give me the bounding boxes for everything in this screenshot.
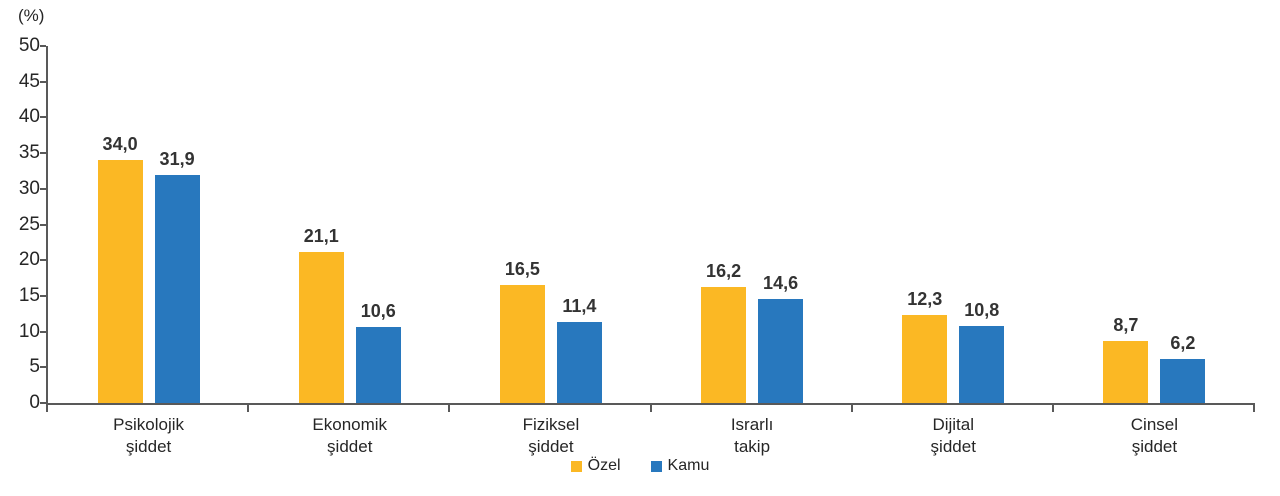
- bar-kamu-israrlı: [758, 298, 804, 403]
- legend-item-kamu: Kamu: [650, 457, 710, 475]
- x-tick-mark: [1051, 403, 1054, 412]
- x-tick-mark: [850, 403, 853, 412]
- y-tick-label: 25: [18, 213, 40, 235]
- y-tick-label: 20: [18, 249, 40, 271]
- y-tick-mark: [40, 259, 46, 262]
- bar-özel-fiziksel: [499, 285, 545, 403]
- x-category-label: Dijital şiddet: [930, 415, 976, 456]
- bar-kamu-ekonomik: [355, 327, 401, 403]
- plot-area: 34,0 31,9 21,1 10,6 16,5 11,4 16,2 14,6 12,3 10,8…: [48, 46, 1255, 403]
- bar-value-label: 12,3: [907, 289, 943, 310]
- bar-özel-cinsel: [1103, 340, 1149, 403]
- bar-value-label: 8,7: [1113, 314, 1139, 335]
- bar-özel-israrlı: [701, 287, 747, 403]
- bar-özel-psikolojik: [97, 160, 143, 403]
- x-category-label: Fiziksel şiddet: [522, 415, 580, 456]
- y-tick-mark: [40, 366, 46, 369]
- y-tick-mark: [40, 152, 46, 155]
- y-tick-mark: [40, 187, 46, 190]
- x-tick-mark: [448, 403, 451, 412]
- legend: Özel Kamu: [0, 457, 1280, 475]
- y-tick-label: 40: [18, 106, 40, 128]
- legend-swatch-icon: [570, 460, 582, 472]
- bar-value-label: 21,1: [303, 226, 339, 247]
- legend-item-özel: Özel: [570, 457, 621, 475]
- x-tick-mark: [1253, 403, 1255, 412]
- legend-swatch-icon: [650, 460, 662, 472]
- y-tick-mark: [40, 330, 46, 333]
- bar-value-label: 14,6: [763, 272, 799, 293]
- y-axis-line: [46, 46, 48, 411]
- bar-kamu-cinsel: [1160, 358, 1206, 403]
- y-axis-unit-label: (%): [18, 6, 45, 25]
- x-category-label: Psikolojik şiddet: [113, 415, 184, 456]
- y-tick-label: 30: [18, 177, 40, 199]
- bar-value-label: 31,9: [159, 149, 195, 170]
- y-tick-label: 0: [29, 392, 40, 413]
- y-tick-label: 15: [18, 284, 40, 306]
- bar-value-label: 6,2: [1170, 332, 1196, 353]
- y-tick-label: 5: [29, 356, 40, 378]
- bar-value-label: 16,5: [504, 259, 540, 280]
- bar-kamu-dijital: [959, 325, 1005, 403]
- x-category-label: Israrlı takip: [730, 415, 774, 456]
- y-tick-mark: [40, 402, 46, 404]
- x-tick-mark: [247, 403, 250, 412]
- legend-label: Özel: [587, 457, 621, 474]
- y-tick-mark: [40, 45, 46, 47]
- x-category-label: Cinsel şiddet: [1130, 415, 1179, 456]
- x-category-label: Ekonomik şiddet: [312, 415, 388, 456]
- y-tick-mark: [40, 80, 46, 83]
- y-tick-mark: [40, 294, 46, 297]
- x-tick-mark: [649, 403, 652, 412]
- y-tick-mark: [40, 116, 46, 119]
- y-tick-mark: [40, 223, 46, 226]
- y-tick-label: 35: [18, 142, 40, 164]
- bar-özel-dijital: [902, 315, 948, 403]
- bar-kamu-fiziksel: [556, 321, 602, 403]
- bar-kamu-psikolojik: [154, 175, 200, 403]
- bar-özel-ekonomik: [298, 252, 344, 403]
- y-tick-label: 45: [18, 70, 40, 92]
- bar-value-label: 11,4: [562, 295, 597, 316]
- bar-value-label: 10,6: [360, 301, 396, 322]
- y-tick-label: 50: [18, 35, 40, 56]
- bar-value-label: 16,2: [706, 261, 742, 282]
- x-tick-mark: [46, 403, 48, 412]
- y-tick-label: 10: [18, 320, 40, 342]
- bar-value-label: 34,0: [102, 134, 138, 155]
- legend-label: Kamu: [667, 457, 710, 474]
- bar-value-label: 10,8: [964, 299, 1000, 320]
